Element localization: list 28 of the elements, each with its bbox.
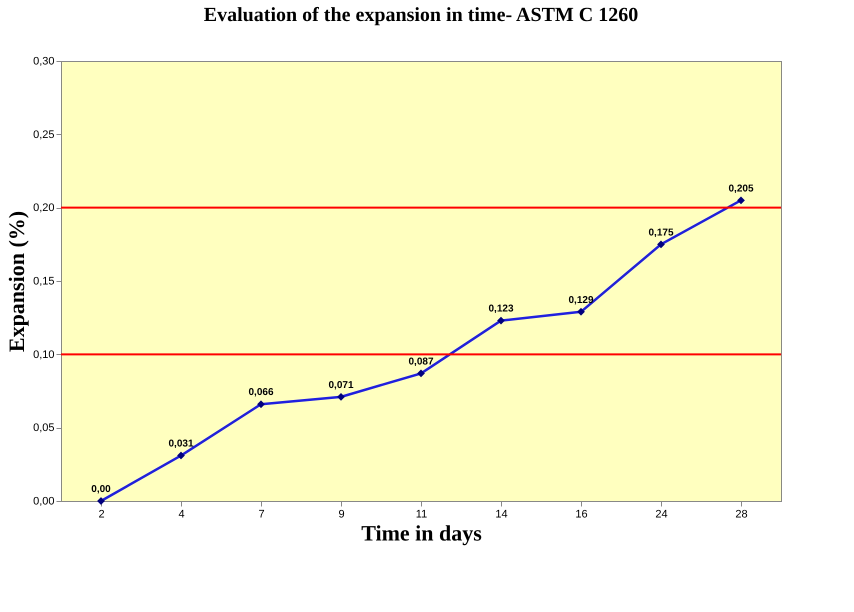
data-label: 0,066	[248, 387, 274, 398]
y-tick-label: 0,15	[33, 276, 54, 288]
y-tick-label: 0,05	[33, 422, 54, 434]
data-label: 0,129	[568, 294, 594, 306]
data-label: 0,205	[728, 183, 754, 194]
x-tick-label: 28	[735, 508, 748, 520]
x-tick-label: 11	[416, 508, 428, 520]
x-tick-label: 9	[338, 508, 345, 520]
data-label: 0,00	[91, 484, 112, 495]
y-tick-label: 0,20	[33, 202, 54, 214]
x-tick-label: 7	[258, 508, 265, 520]
data-label: 0,071	[328, 380, 354, 391]
y-axis-title: Expansion (%)	[4, 210, 30, 352]
y-tick-label: 0,25	[33, 128, 54, 141]
y-tick-label: 0,10	[33, 348, 54, 361]
data-label: 0,123	[488, 304, 514, 315]
chart-title: Evaluation of the expansion in time- ASTM C 1260	[204, 4, 638, 26]
x-tick-label: 14	[495, 508, 508, 520]
data-label: 0,031	[168, 438, 194, 450]
y-tick-label: 0,30	[33, 56, 54, 68]
data-label: 0,087	[408, 356, 434, 368]
x-tick-label: 4	[178, 508, 185, 520]
x-tick-label: 24	[655, 508, 668, 520]
x-axis-title: Time in days	[361, 520, 482, 546]
x-tick-label: 16	[575, 508, 588, 520]
y-tick-label: 0,00	[33, 496, 54, 508]
data-label: 0,175	[648, 227, 674, 238]
x-tick-label: 2	[98, 508, 105, 520]
